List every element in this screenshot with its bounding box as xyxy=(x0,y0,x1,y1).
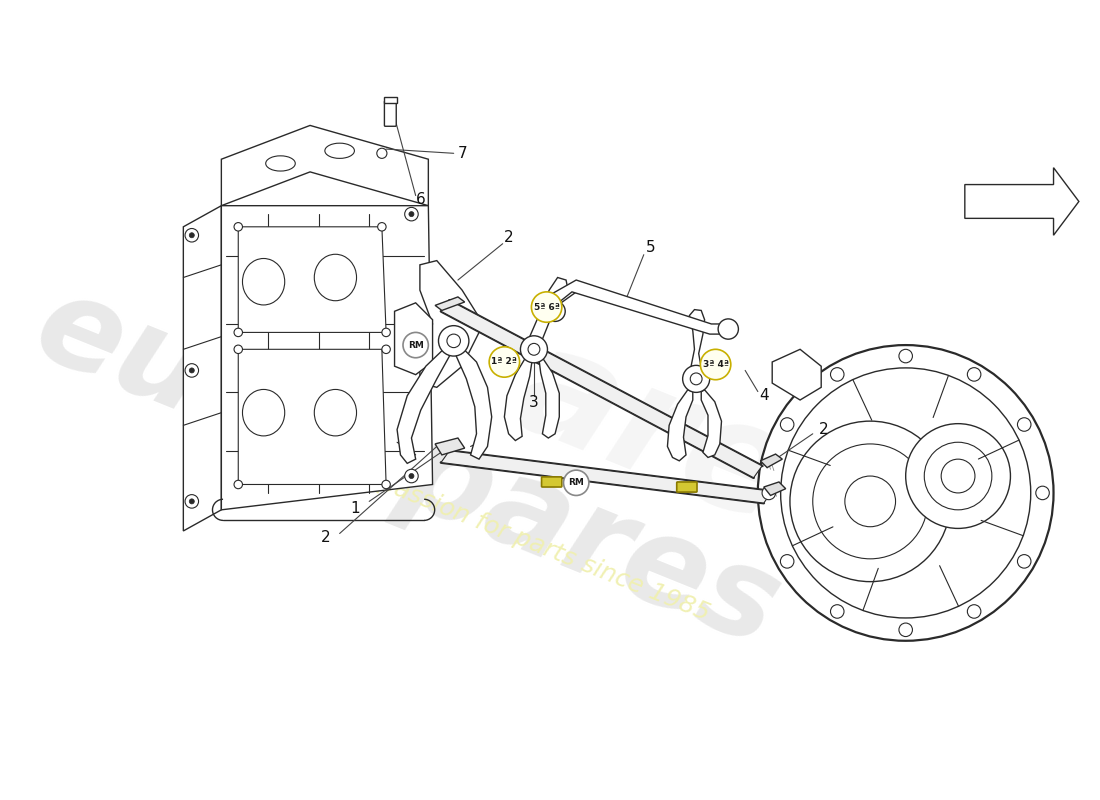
Circle shape xyxy=(382,345,390,354)
Circle shape xyxy=(409,211,414,217)
Circle shape xyxy=(790,421,950,582)
Circle shape xyxy=(762,486,776,500)
Circle shape xyxy=(967,368,981,381)
FancyBboxPatch shape xyxy=(676,482,697,492)
Circle shape xyxy=(830,368,844,381)
Circle shape xyxy=(403,333,428,358)
Circle shape xyxy=(1018,554,1031,568)
Circle shape xyxy=(924,442,992,510)
Polygon shape xyxy=(701,390,722,458)
Circle shape xyxy=(967,605,981,618)
Text: 3ª 4ª: 3ª 4ª xyxy=(703,360,728,369)
Circle shape xyxy=(683,366,710,392)
Circle shape xyxy=(234,345,242,354)
Circle shape xyxy=(718,319,738,339)
Circle shape xyxy=(377,222,386,231)
Circle shape xyxy=(234,480,242,489)
Polygon shape xyxy=(395,303,432,374)
Circle shape xyxy=(531,292,562,322)
Circle shape xyxy=(409,346,414,352)
Text: 5: 5 xyxy=(646,241,656,255)
Circle shape xyxy=(1036,486,1049,500)
Polygon shape xyxy=(505,358,532,441)
Circle shape xyxy=(405,470,418,482)
Polygon shape xyxy=(441,300,762,478)
Polygon shape xyxy=(551,280,728,334)
Circle shape xyxy=(899,350,912,363)
Circle shape xyxy=(544,301,565,322)
Circle shape xyxy=(701,350,730,380)
Polygon shape xyxy=(441,450,772,503)
Polygon shape xyxy=(456,348,492,459)
Circle shape xyxy=(690,373,702,385)
Polygon shape xyxy=(221,206,432,510)
Polygon shape xyxy=(760,454,782,467)
Polygon shape xyxy=(539,358,559,438)
Circle shape xyxy=(942,459,975,493)
Circle shape xyxy=(780,418,794,431)
Text: ares: ares xyxy=(494,312,895,590)
Circle shape xyxy=(845,476,895,526)
FancyBboxPatch shape xyxy=(541,477,562,487)
Circle shape xyxy=(234,328,242,337)
Polygon shape xyxy=(239,350,386,485)
Text: RM: RM xyxy=(569,478,584,487)
Circle shape xyxy=(189,499,195,504)
Circle shape xyxy=(405,342,418,356)
Polygon shape xyxy=(530,278,568,339)
Circle shape xyxy=(189,233,195,238)
FancyBboxPatch shape xyxy=(384,101,396,126)
Text: 2: 2 xyxy=(320,530,330,546)
Circle shape xyxy=(189,368,195,373)
Text: RM: RM xyxy=(408,341,424,350)
Polygon shape xyxy=(239,227,386,333)
Text: eurospares: eurospares xyxy=(19,263,796,672)
Text: 2: 2 xyxy=(818,422,828,437)
Text: 1: 1 xyxy=(350,501,360,516)
Circle shape xyxy=(185,494,198,508)
Polygon shape xyxy=(965,168,1079,235)
Polygon shape xyxy=(436,297,464,310)
Circle shape xyxy=(234,222,242,231)
Circle shape xyxy=(490,346,519,377)
Text: 5ª 6ª: 5ª 6ª xyxy=(534,302,560,311)
Text: 7: 7 xyxy=(458,146,468,161)
Circle shape xyxy=(780,554,794,568)
Circle shape xyxy=(813,444,927,559)
Circle shape xyxy=(447,334,461,348)
Circle shape xyxy=(377,148,387,158)
FancyBboxPatch shape xyxy=(384,97,397,103)
Circle shape xyxy=(382,480,390,489)
Circle shape xyxy=(781,368,1031,618)
Circle shape xyxy=(830,605,844,618)
Polygon shape xyxy=(436,438,464,455)
Circle shape xyxy=(899,623,912,637)
Text: 3: 3 xyxy=(529,395,539,410)
Circle shape xyxy=(185,229,198,242)
Text: 6: 6 xyxy=(416,192,426,207)
Polygon shape xyxy=(420,261,483,387)
Polygon shape xyxy=(397,348,450,463)
Polygon shape xyxy=(184,206,221,531)
Circle shape xyxy=(409,474,414,478)
Circle shape xyxy=(382,328,390,337)
Text: 4: 4 xyxy=(759,388,769,403)
Circle shape xyxy=(563,470,589,495)
Circle shape xyxy=(439,326,469,356)
Circle shape xyxy=(405,207,418,221)
Polygon shape xyxy=(221,126,428,206)
Text: 2: 2 xyxy=(504,230,514,246)
Circle shape xyxy=(1018,418,1031,431)
Polygon shape xyxy=(772,350,822,400)
Polygon shape xyxy=(668,390,693,461)
Circle shape xyxy=(758,345,1054,641)
Text: 1ª 2ª: 1ª 2ª xyxy=(492,358,517,366)
Circle shape xyxy=(528,343,540,355)
Circle shape xyxy=(905,424,1011,529)
Circle shape xyxy=(185,364,198,377)
Polygon shape xyxy=(690,310,705,368)
Text: a passion for parts since 1985: a passion for parts since 1985 xyxy=(354,462,714,626)
Polygon shape xyxy=(763,482,785,495)
Circle shape xyxy=(520,336,548,363)
